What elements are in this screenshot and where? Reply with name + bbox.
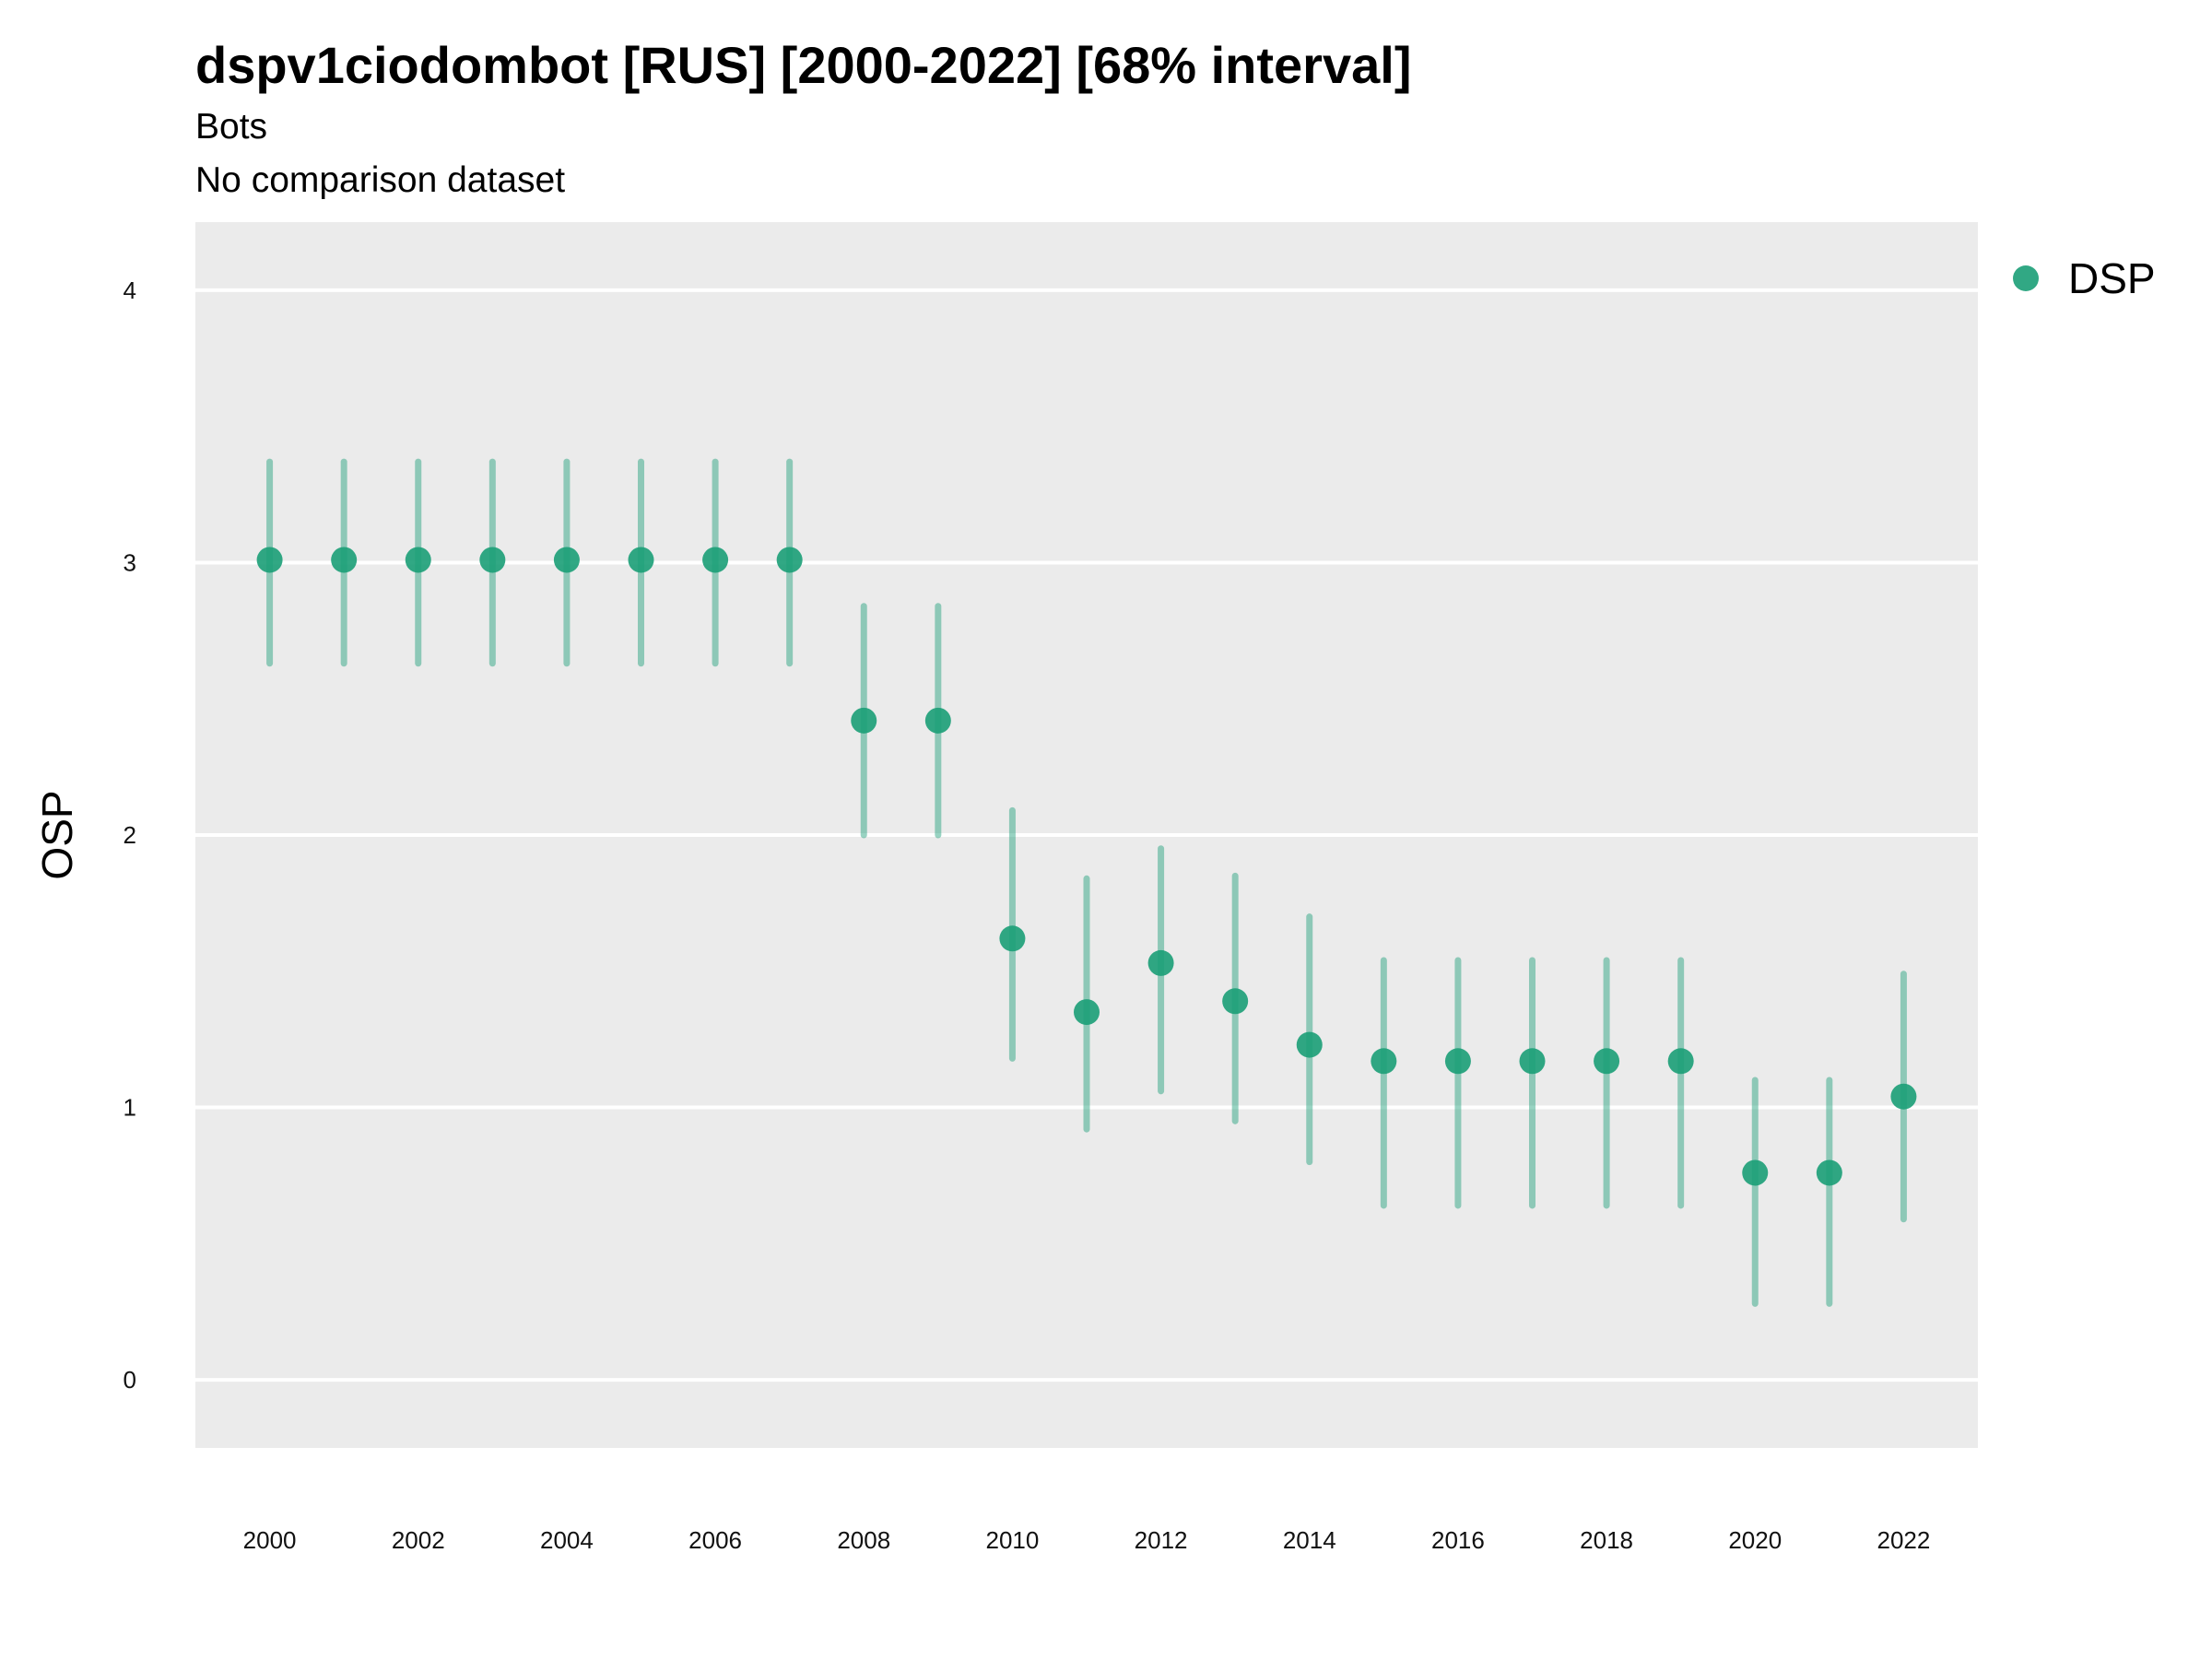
data-point <box>1594 1048 1620 1075</box>
legend-label: DSP <box>2068 254 2156 302</box>
chart-title: dspv1ciodombot [RUS] [2000-2022] [68% in… <box>195 36 1412 94</box>
data-point <box>1371 1048 1397 1075</box>
x-tick-label: 2022 <box>1877 1526 1930 1554</box>
y-tick-label: 3 <box>124 548 136 576</box>
data-point <box>702 547 729 573</box>
data-point <box>1074 999 1100 1026</box>
x-tick-label: 2004 <box>540 1526 594 1554</box>
chart-subtitle: Bots <box>195 107 268 147</box>
data-point <box>1519 1048 1546 1075</box>
data-point <box>924 707 951 734</box>
y-tick-label: 2 <box>124 821 136 849</box>
data-point <box>1742 1159 1769 1186</box>
data-point <box>1890 1083 1917 1110</box>
data-point <box>1147 949 1174 976</box>
x-tick-label: 2000 <box>243 1526 297 1554</box>
data-point <box>776 547 803 573</box>
x-tick-label: 2018 <box>1580 1526 1633 1554</box>
chart-caption: No comparison dataset <box>195 160 566 200</box>
x-tick-label: 2006 <box>688 1526 742 1554</box>
x-tick-label: 2012 <box>1135 1526 1188 1554</box>
data-point <box>1667 1048 1694 1075</box>
data-point <box>331 547 358 573</box>
y-tick-label: 1 <box>124 1094 136 1122</box>
legend: DSP <box>2013 254 2156 302</box>
y-tick-label: 4 <box>124 276 136 304</box>
x-tick-label: 2016 <box>1431 1526 1485 1554</box>
x-tick-label: 2010 <box>985 1526 1039 1554</box>
data-point <box>1296 1031 1323 1058</box>
legend-dot <box>2013 265 2039 291</box>
data-point <box>405 547 431 573</box>
data-point <box>1222 988 1249 1015</box>
data-point <box>256 547 283 573</box>
y-tick-label: 0 <box>124 1366 136 1394</box>
y-axis-title: OSP <box>33 790 81 879</box>
x-tick-label: 2008 <box>837 1526 890 1554</box>
x-tick-label: 2014 <box>1283 1526 1336 1554</box>
data-point <box>851 707 877 734</box>
x-tick-label: 2020 <box>1728 1526 1782 1554</box>
data-point <box>999 925 1026 952</box>
data-point <box>1444 1048 1471 1075</box>
data-point <box>628 547 654 573</box>
data-point <box>479 547 506 573</box>
data-point <box>553 547 580 573</box>
x-tick-label: 2002 <box>392 1526 445 1554</box>
data-point <box>1816 1159 1842 1186</box>
